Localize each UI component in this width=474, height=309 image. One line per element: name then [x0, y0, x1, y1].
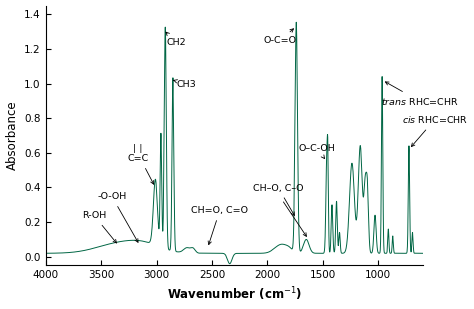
Text: $\mathit{cis}$ RHC=CHR: $\mathit{cis}$ RHC=CHR	[401, 114, 468, 146]
Text: CH3: CH3	[173, 80, 196, 89]
Text: O–C-OH: O–C-OH	[299, 144, 335, 159]
Text: R-OH: R-OH	[82, 211, 117, 243]
Text: CH2: CH2	[166, 32, 186, 47]
Y-axis label: Absorbance: Absorbance	[6, 101, 18, 170]
Text: -O-OH: -O-OH	[98, 192, 138, 242]
Text: O-C=O: O-C=O	[263, 29, 296, 45]
Text: | |
C=C: | | C=C	[127, 144, 154, 184]
Text: CH=O, C=O: CH=O, C=O	[191, 206, 248, 245]
X-axis label: Wavenumber (cm$^{-1}$): Wavenumber (cm$^{-1}$)	[166, 286, 302, 303]
Text: CH–O, C–O: CH–O, C–O	[253, 184, 304, 215]
Text: $\mathit{trans}$ RHC=CHR: $\mathit{trans}$ RHC=CHR	[381, 82, 458, 107]
